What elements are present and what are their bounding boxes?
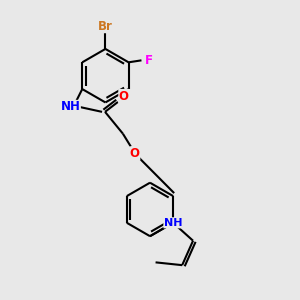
- Text: NH: NH: [60, 100, 80, 113]
- Text: Br: Br: [98, 20, 113, 33]
- Text: NH: NH: [164, 218, 182, 228]
- Text: F: F: [144, 54, 152, 67]
- Text: O: O: [119, 89, 129, 103]
- Text: O: O: [130, 147, 140, 160]
